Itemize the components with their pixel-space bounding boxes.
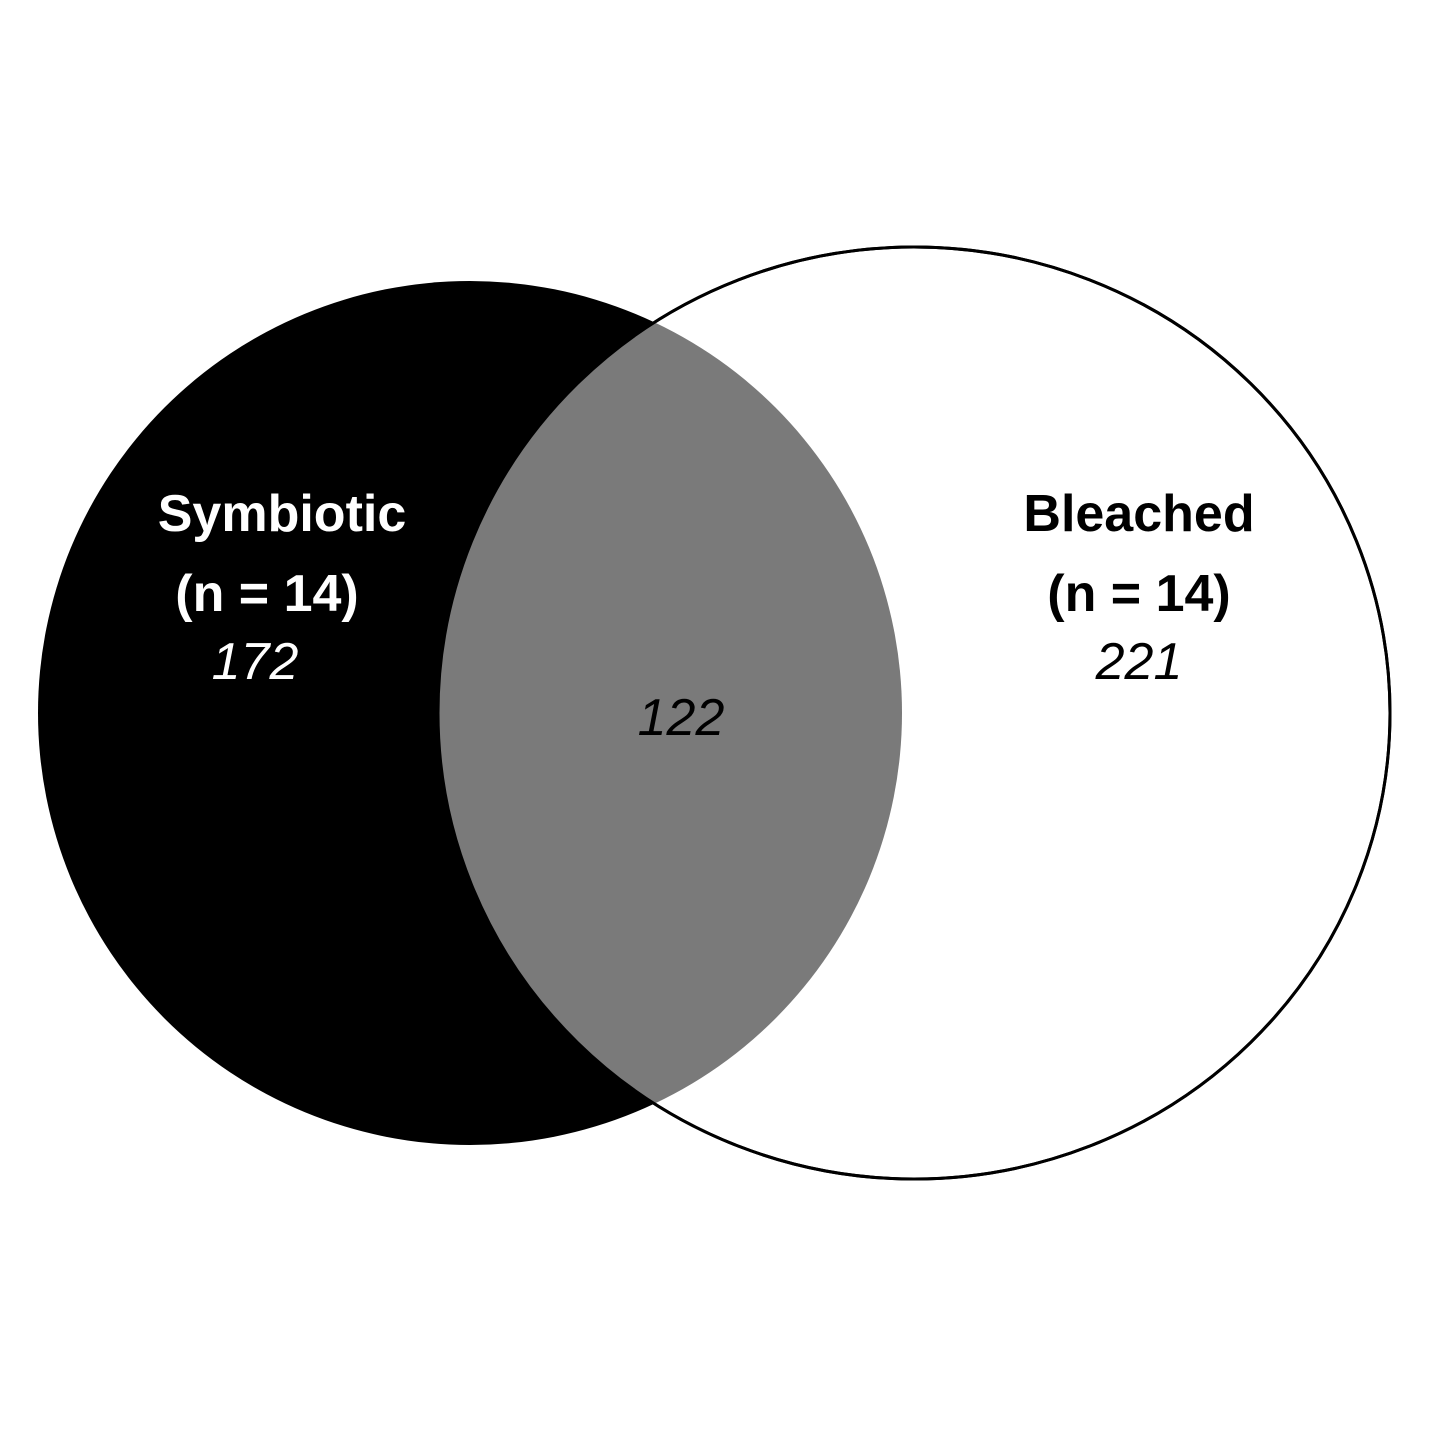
bleached-label: Bleached xyxy=(1023,485,1254,543)
intersection-count: 122 xyxy=(638,689,725,747)
bleached-circle-outline xyxy=(436,245,1392,1181)
intersection-region xyxy=(438,281,902,1145)
symbiotic-n-label: (n = 14) xyxy=(175,565,359,623)
bleached-unique-count: 221 xyxy=(1095,633,1183,691)
symbiotic-unique-count: 172 xyxy=(212,633,299,691)
symbiotic-label: Symbiotic xyxy=(158,485,407,543)
bleached-n-label: (n = 14) xyxy=(1047,565,1231,623)
